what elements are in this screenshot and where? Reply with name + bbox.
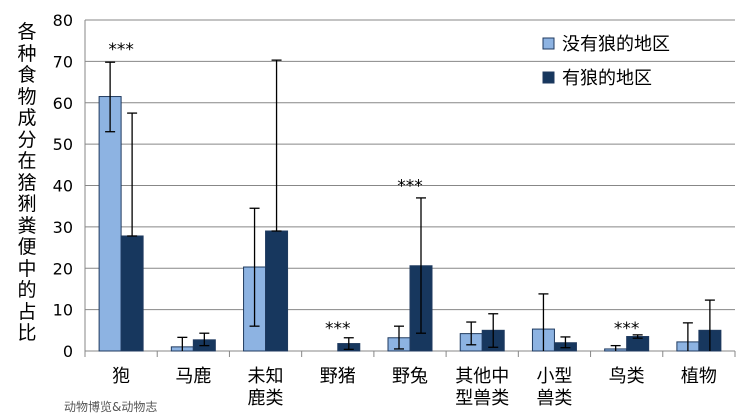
significance-marker: *** [614,319,640,339]
x-tick-label: 兽类 [536,388,572,409]
y-tick-label: 60 [53,94,73,113]
x-tick-label: 马鹿 [175,366,211,387]
bar-wolf [265,230,289,352]
y-tick-label: 40 [53,177,73,196]
x-tick-label: 未知 [248,366,284,387]
x-tick-label: 其他中 [455,366,509,387]
legend-swatch [542,37,555,50]
significance-marker: *** [325,319,351,339]
x-tick-label: 野兔 [392,366,428,387]
x-tick-label: 鹿类 [248,388,284,409]
y-tick-label: 0 [63,342,73,361]
y-tick-label: 80 [53,11,73,30]
y-tick-label: 30 [53,218,73,237]
significance-marker: *** [397,177,423,197]
legend-label: 有狼的地区 [562,68,652,89]
x-tick-label: 野猪 [320,366,356,387]
bar-no-wolf [98,96,122,352]
x-tick-label: 狍 [112,366,130,387]
y-tick-label: 70 [53,52,73,71]
legend-swatch [542,71,555,84]
y-tick-label: 50 [53,135,73,154]
significance-marker: *** [108,40,134,60]
x-tick-label: 植物 [681,366,717,387]
bar-wolf [120,235,144,352]
x-tick-label: 鸟类 [609,366,645,387]
y-axis-title: 各种食物成分在猞猁粪便中的占比 [17,21,37,344]
legend-label: 没有狼的地区 [562,34,670,55]
y-tick-label: 10 [53,301,73,320]
watermark: 动物博览&动物志 [64,400,158,414]
x-tick-label: 小型 [536,366,572,387]
y-tick-label: 20 [53,259,73,278]
x-tick-label: 型兽类 [455,388,509,409]
